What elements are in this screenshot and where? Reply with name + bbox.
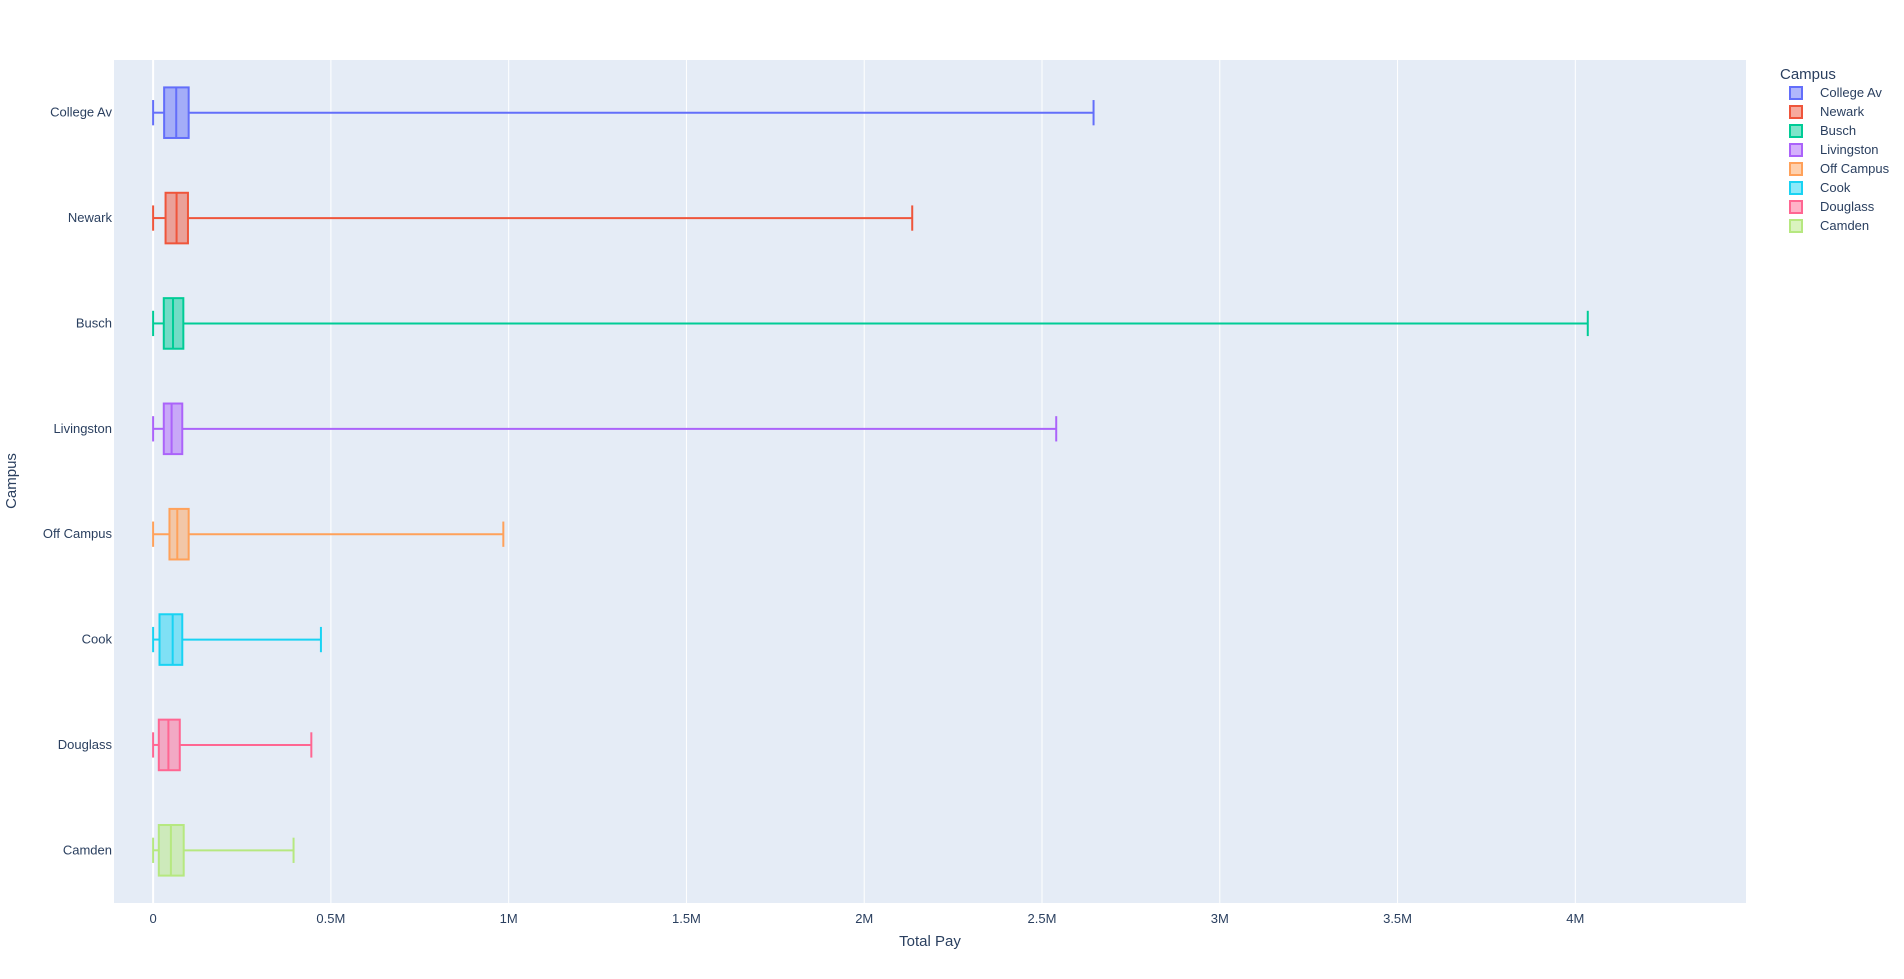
legend-item-douglass[interactable]: Douglass — [1789, 199, 1875, 214]
box-iqr[interactable] — [162, 402, 184, 456]
legend-swatch — [1789, 124, 1803, 138]
legend-swatch — [1789, 181, 1803, 195]
legend-label: Livingston — [1820, 142, 1879, 157]
y-tick-label: Newark — [68, 210, 113, 225]
legend-title: Campus — [1780, 66, 1836, 83]
legend-item-off-campus[interactable]: Off Campus — [1789, 161, 1890, 176]
x-gridlines — [152, 60, 1576, 903]
legend-item-college-av[interactable]: College Av — [1789, 85, 1882, 100]
x-tick-label: 3.5M — [1383, 911, 1412, 926]
x-tick-labels: 0 0.5M 1M 1.5M 2M 2.5M 3M 3.5M 4M — [149, 911, 1584, 926]
box-series-layer — [152, 86, 1589, 877]
legend-items[interactable]: College Av Newark Busch Livingston Off Campu… — [1789, 85, 1890, 233]
legend-item-busch[interactable]: Busch — [1789, 123, 1856, 138]
x-tick-label: 2M — [855, 911, 873, 926]
legend-item-livingston[interactable]: Livingston — [1789, 142, 1879, 157]
box-newark[interactable] — [152, 191, 914, 245]
y-tick-label: Cook — [82, 632, 113, 647]
legend-swatch — [1789, 200, 1803, 214]
box-iqr[interactable] — [158, 613, 184, 666]
y-tick-labels: College Av Newark Busch Livingston Off Campu… — [43, 105, 113, 858]
x-tick-label: 0 — [149, 911, 156, 926]
legend-item-cook[interactable]: Cook — [1789, 180, 1851, 195]
legend-swatch — [1789, 219, 1803, 233]
x-tick-label: 2.5M — [1028, 911, 1057, 926]
x-tick-label: 0.5M — [316, 911, 345, 926]
box-douglass[interactable] — [152, 718, 313, 772]
y-tick-label: Camden — [63, 842, 112, 857]
y-tick-label: Busch — [76, 315, 112, 330]
x-tick-label: 3M — [1211, 911, 1229, 926]
box-cook[interactable] — [152, 613, 322, 666]
box-livingston[interactable] — [152, 402, 1058, 456]
legend-label: Off Campus — [1820, 161, 1890, 176]
x-tick-label: 1.5M — [672, 911, 701, 926]
legend-label: Camden — [1820, 218, 1869, 233]
legend-label: Newark — [1820, 104, 1865, 119]
legend[interactable]: Campus College Av Newark Busch Livingston Of… — [1780, 66, 1890, 233]
legend-label: Cook — [1820, 180, 1851, 195]
legend-swatch — [1789, 162, 1803, 176]
legend-swatch — [1789, 143, 1803, 157]
x-axis-title: Total Pay — [899, 933, 961, 950]
legend-swatch — [1789, 105, 1803, 119]
legend-label: College Av — [1820, 85, 1882, 100]
plot-background — [114, 60, 1746, 903]
y-tick-label: Off Campus — [43, 526, 113, 541]
box-off-campus[interactable] — [152, 507, 505, 561]
legend-label: Douglass — [1820, 199, 1875, 214]
x-tick-label: 4M — [1566, 911, 1584, 926]
y-axis-title: Campus — [3, 453, 20, 509]
y-tick-label: College Av — [50, 105, 112, 120]
box-camden[interactable] — [152, 824, 295, 877]
legend-item-camden[interactable]: Camden — [1789, 218, 1869, 233]
box-college-av[interactable] — [152, 86, 1095, 139]
legend-item-newark[interactable]: Newark — [1789, 104, 1865, 119]
box-iqr[interactable] — [168, 507, 190, 561]
box-busch[interactable] — [152, 297, 1589, 350]
legend-swatch — [1789, 86, 1803, 100]
y-tick-label: Livingston — [53, 421, 112, 436]
y-tick-label: Douglass — [58, 737, 113, 752]
legend-label: Busch — [1820, 123, 1856, 138]
x-tick-label: 1M — [500, 911, 518, 926]
